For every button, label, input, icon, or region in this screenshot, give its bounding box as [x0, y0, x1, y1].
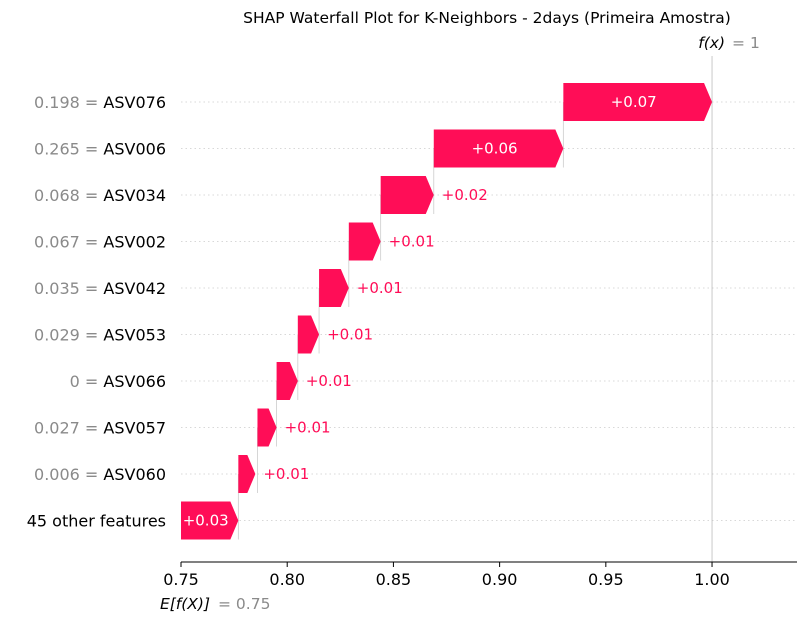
- feature-value: 0 =: [70, 372, 104, 391]
- bar-value-label: +0.03: [183, 512, 229, 530]
- base-value-label: E[f(X)]: [160, 595, 210, 613]
- base-value-text: = 0.75: [218, 595, 270, 613]
- feature-label: 0 = ASV066: [70, 372, 166, 391]
- bar: [276, 362, 298, 400]
- bar: [181, 501, 239, 540]
- feature-name: ASV076: [103, 93, 166, 112]
- bar: [348, 222, 381, 261]
- output-value-text: = 1: [732, 34, 760, 52]
- feature-value: 0.029 =: [34, 326, 103, 345]
- feature-label: 0.035 = ASV042: [34, 279, 166, 298]
- feature-label: 0.029 = ASV053: [34, 326, 166, 345]
- output-value-label: f(x): [698, 34, 725, 52]
- feature-name: ASV053: [103, 326, 166, 345]
- bar: [257, 408, 277, 447]
- feature-name: ASV034: [103, 186, 166, 205]
- bar: [380, 176, 434, 214]
- bar-value-label: +0.01: [285, 419, 331, 437]
- feature-label: 0.006 = ASV060: [34, 465, 166, 484]
- feature-name: ASV042: [103, 279, 166, 298]
- feature-value: 0.035 =: [34, 279, 103, 298]
- bars: [181, 83, 713, 540]
- feature-value: 0.067 =: [34, 233, 103, 252]
- bar-value-label: +0.02: [442, 186, 488, 204]
- feature-label: 0.027 = ASV057: [34, 419, 166, 438]
- x-axis: 0.75 0.80 0.85 0.90 0.95 1.00 E[f(X)] = 0.75 f(x…: [160, 34, 797, 613]
- chart-title: SHAP Waterfall Plot for K-Neighbors - 2d…: [243, 9, 731, 27]
- feature-label: 0.265 = ASV006: [34, 140, 166, 159]
- bar: [297, 315, 320, 354]
- bar: [319, 269, 349, 307]
- bar-value-label: +0.01: [327, 326, 373, 344]
- bar-value-label: +0.06: [472, 140, 518, 158]
- bar-value-label: +0.01: [357, 279, 403, 297]
- bar: [433, 129, 564, 168]
- feature-name: 45 other features: [27, 512, 166, 531]
- feature-value: 0.068 =: [34, 186, 103, 205]
- bar: [563, 83, 713, 121]
- x-tick-label: 1.00: [694, 570, 730, 589]
- feature-label: 45 other features: [27, 512, 166, 531]
- x-tick-label: 0.80: [269, 570, 305, 589]
- bar-value-label: +0.01: [263, 465, 309, 483]
- bar-value-label: +0.07: [611, 93, 657, 111]
- x-tick-label: 0.75: [163, 570, 199, 589]
- bar-value-label: +0.01: [389, 233, 435, 251]
- feature-label: 0.068 = ASV034: [34, 186, 166, 205]
- feature-label: 0.067 = ASV002: [34, 233, 166, 252]
- x-tick-label: 0.90: [482, 570, 518, 589]
- feature-name: ASV006: [103, 140, 166, 159]
- feature-label: 0.198 = ASV076: [34, 93, 166, 112]
- bar-value-label: +0.01: [306, 372, 352, 390]
- feature-value: 0.265 =: [34, 140, 103, 159]
- bar: [238, 455, 256, 493]
- feature-name: ASV060: [103, 465, 166, 484]
- x-tick-label: 0.85: [376, 570, 412, 589]
- feature-labels: +0.07 0.198 = ASV076 +0.06 0.265 = ASV006 +0…: [27, 93, 657, 531]
- feature-value: 0.198 =: [34, 93, 103, 112]
- feature-value: 0.027 =: [34, 419, 103, 438]
- feature-value: 0.006 =: [34, 465, 103, 484]
- feature-name: ASV057: [103, 419, 166, 438]
- x-tick-label: 0.95: [588, 570, 624, 589]
- feature-name: ASV066: [103, 372, 166, 391]
- feature-name: ASV002: [103, 233, 166, 252]
